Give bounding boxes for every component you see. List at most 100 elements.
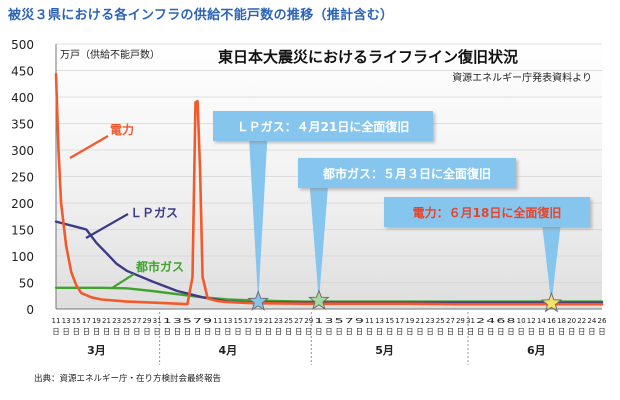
x-tick-label: 7	[193, 316, 202, 325]
x-tick-day-suffix: 日	[376, 327, 383, 336]
x-tick-label: 19	[405, 316, 414, 325]
x-tick-label: 27	[294, 316, 303, 325]
x-tick-day-suffix: 日	[346, 327, 353, 336]
x-tick-day-suffix: 日	[487, 327, 494, 336]
x-tick-day-suffix: 日	[275, 327, 282, 336]
recovery-star-icon	[247, 290, 270, 311]
x-tick-label: 4	[486, 316, 496, 325]
y-tick-label: 150	[11, 224, 34, 238]
x-tick-label: 25	[436, 316, 445, 325]
x-tick-day-suffix: 日	[497, 327, 504, 336]
callout-box	[384, 197, 590, 227]
x-tick-day-suffix: 日	[204, 327, 211, 336]
x-tick-label: 25	[284, 316, 293, 325]
x-tick-label: 14	[537, 316, 546, 325]
y-tick-label: 350	[11, 118, 34, 132]
x-tick-label: 2	[476, 316, 485, 325]
series-leader-lpgas	[85, 213, 129, 239]
x-tick-day-suffix: 日	[305, 327, 312, 336]
x-tick-label: 20	[567, 316, 576, 325]
x-tick-day-suffix: 日	[113, 327, 120, 336]
x-tick-label: 27	[132, 316, 141, 325]
x-tick-label: 22	[577, 316, 586, 325]
series-leader-citygas	[111, 273, 135, 289]
y-tick-label: 50	[19, 277, 34, 291]
x-tick-day-suffix: 日	[447, 327, 454, 336]
x-tick-day-suffix: 日	[437, 327, 444, 336]
y-tick-label: 100	[11, 250, 34, 264]
x-tick-day-suffix: 日	[214, 327, 221, 336]
x-tick-label: 8	[507, 316, 517, 325]
x-tick-label: 11	[52, 316, 61, 325]
y-tick-label: 300	[11, 144, 34, 158]
chart-subtitle: 資源エネルギー庁発表資料より	[452, 71, 592, 84]
month-label: 4月	[219, 344, 238, 357]
x-tick-label: 3	[173, 316, 182, 325]
y-tick-label: 400	[11, 91, 34, 105]
x-tick-label: 7	[345, 316, 354, 325]
callout-box	[298, 158, 516, 188]
x-tick-day-suffix: 日	[528, 327, 535, 336]
x-tick-label: 15	[234, 316, 243, 325]
x-tick-day-suffix: 日	[396, 327, 403, 336]
x-tick-label: 26	[598, 316, 607, 325]
x-tick-label: 25	[122, 316, 131, 325]
x-tick-label: 15	[72, 316, 81, 325]
month-label: 6月	[527, 344, 546, 357]
y-tick-label: 0	[26, 303, 34, 317]
recovery-star-icon	[540, 291, 563, 313]
x-tick-day-suffix: 日	[315, 327, 322, 336]
x-tick-label: 3	[325, 316, 334, 325]
x-tick-day-suffix: 日	[83, 327, 90, 336]
x-tick-label: 21	[264, 316, 273, 325]
x-tick-label: 11	[213, 316, 222, 325]
source-note: 出典：資源エネルギー庁・在り方検討会最終報告	[34, 374, 222, 384]
series-label-citygas: 都市ガス	[135, 259, 184, 274]
x-tick-day-suffix: 日	[366, 327, 373, 336]
x-tick-label: 17	[244, 316, 253, 325]
callout-box	[213, 111, 433, 141]
x-tick-day-suffix: 日	[406, 327, 413, 336]
y-tick-label: 200	[11, 197, 34, 211]
x-tick-day-suffix: 日	[52, 327, 59, 336]
x-tick-day-suffix: 日	[295, 327, 302, 336]
x-tick-label: 21	[102, 316, 111, 325]
y-tick-label: 500	[11, 38, 34, 52]
x-tick-day-suffix: 日	[325, 327, 332, 336]
month-label: 3月	[87, 344, 106, 357]
y-axis-label: 万戸（供給不能戸数）	[60, 48, 160, 61]
x-tick-label: 27	[446, 316, 455, 325]
x-tick-label: 6	[496, 316, 506, 325]
x-tick-day-suffix: 日	[143, 327, 150, 336]
x-tick-label: 18	[557, 316, 566, 325]
x-tick-label: 29	[456, 316, 465, 325]
x-tick-day-suffix: 日	[285, 327, 292, 336]
x-tick-day-suffix: 日	[154, 327, 161, 336]
chart-title: 東日本大震災におけるライフライン復旧状況	[218, 48, 518, 66]
callout-3: 電力：６月18日に全面復旧	[384, 197, 590, 313]
callout-pointer	[542, 227, 561, 305]
x-tick-day-suffix: 日	[507, 327, 514, 336]
x-tick-label: 12	[527, 316, 536, 325]
callout-pointer	[309, 188, 328, 302]
y-tick-label: 450	[11, 65, 34, 79]
x-tick-day-suffix: 日	[234, 327, 241, 336]
x-tick-label: 23	[112, 316, 121, 325]
x-tick-day-suffix: 日	[174, 327, 181, 336]
x-tick-label: 31	[466, 316, 475, 325]
x-tick-label: 5	[183, 316, 192, 325]
x-tick-day-suffix: 日	[184, 327, 191, 336]
x-tick-day-suffix: 日	[133, 327, 140, 336]
x-tick-label: 17	[82, 316, 91, 325]
x-tick-day-suffix: 日	[194, 327, 201, 336]
callout-text: 電力：６月18日に全面復旧	[413, 205, 562, 220]
x-tick-label: 15	[385, 316, 394, 325]
recovery-star-icon	[308, 289, 330, 310]
x-tick-day-suffix: 日	[558, 327, 565, 336]
x-tick-label: 24	[587, 316, 596, 325]
x-tick-label: 5	[335, 316, 344, 325]
x-tick-day-suffix: 日	[255, 327, 262, 336]
x-tick-label: 13	[223, 316, 232, 325]
x-tick-label: 21	[416, 316, 425, 325]
